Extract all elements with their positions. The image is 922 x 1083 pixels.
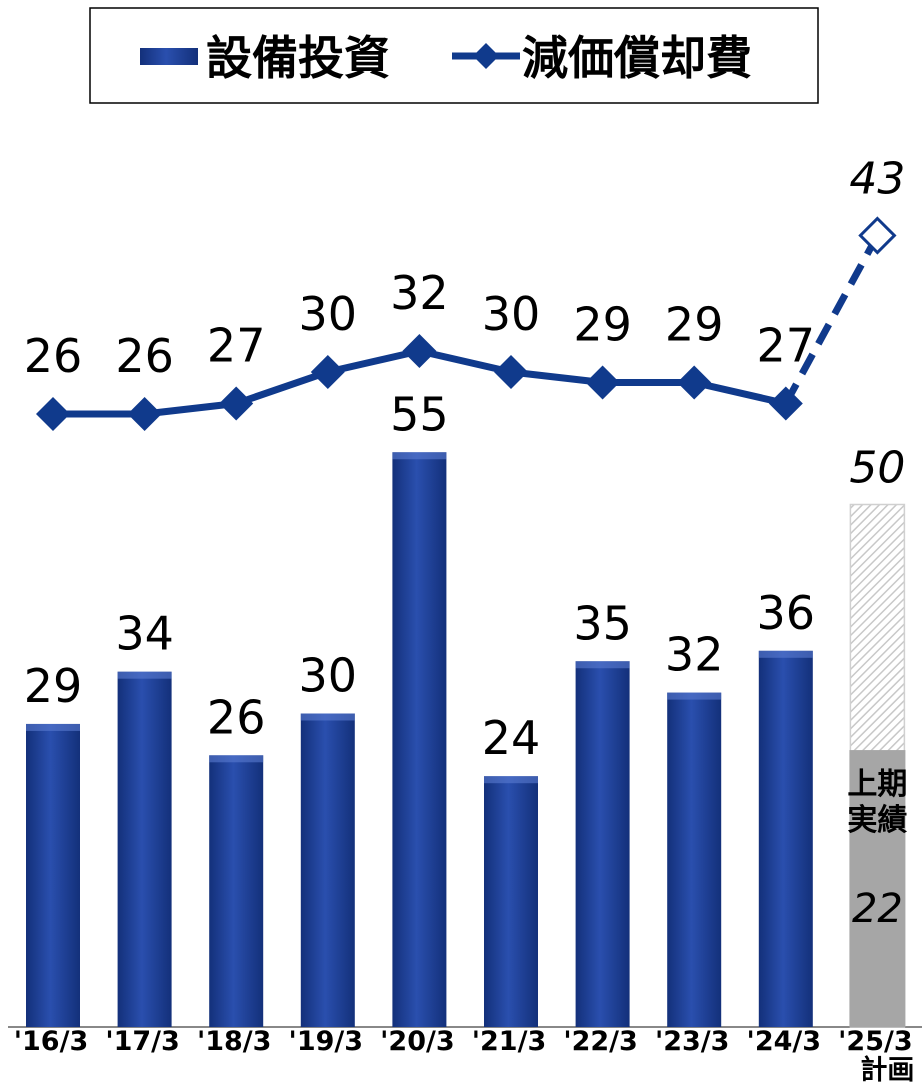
line-value-label: 30 [482, 287, 541, 341]
line-marker [36, 397, 70, 431]
legend-bar-label: 設備投資 [206, 31, 390, 85]
bar-first-half-actual [849, 750, 906, 1027]
bar [484, 776, 538, 1027]
line-marker [402, 334, 437, 368]
legend: 設備投資 減価償却費 [89, 7, 819, 104]
bar-top-highlight [484, 776, 538, 784]
x-tick-label: '19/3 [289, 1026, 364, 1057]
bar-top-highlight [667, 692, 722, 700]
bar [758, 650, 813, 1027]
x-tick-label: '17/3 [105, 1026, 180, 1057]
bar-top-highlight [300, 713, 355, 721]
bar-value-label: 36 [757, 586, 816, 640]
line-plan-value-label: 43 [849, 154, 905, 205]
bar-top-highlight [758, 650, 813, 658]
bars-layer [26, 452, 906, 1028]
line-value-label: 29 [665, 298, 724, 352]
x-tick-label: '21/3 [472, 1026, 547, 1057]
x-tick-label: '16/3 [14, 1026, 89, 1057]
bar-value-label: 29 [24, 659, 83, 713]
bar [300, 713, 355, 1027]
x-tick-label: '24/3 [747, 1026, 822, 1057]
plan-note-label: 計画 [860, 1054, 914, 1083]
x-tick-label: '22/3 [563, 1026, 638, 1057]
x-tick-label: '25/3 [838, 1026, 913, 1057]
ticks-layer: '16/3 '17/3 '18/3 '19/3 '20/3 '21/3 '22/3 '23/3… [14, 1026, 915, 1083]
legend-bar-swatch [140, 48, 198, 65]
bar [667, 692, 722, 1027]
line-value-label: 27 [207, 319, 266, 373]
bar-value-label: 24 [482, 711, 541, 765]
line-layer [36, 216, 897, 431]
first-half-label-line1: 上期 [847, 767, 907, 802]
bar-value-label: 32 [665, 628, 724, 682]
bar [209, 755, 264, 1027]
legend-line-marker [473, 43, 499, 69]
line-value-label: 26 [115, 329, 174, 383]
bar-value-label: 34 [115, 607, 174, 661]
bar-plan-value-label: 50 [849, 443, 905, 494]
bar-value-label: 35 [573, 596, 632, 650]
line-marker [310, 355, 345, 389]
bar-value-label: 26 [207, 690, 266, 744]
first-half-value-label: 22 [852, 886, 903, 932]
line-marker [494, 355, 528, 389]
bar [575, 661, 630, 1027]
x-tick-label: '23/3 [655, 1026, 730, 1057]
line-value-label: 29 [573, 298, 632, 352]
line-marker [585, 365, 620, 400]
x-tick-label: '18/3 [197, 1026, 272, 1057]
legend-line-label: 減価償却費 [522, 31, 752, 85]
bar-top-highlight [575, 661, 630, 669]
line-marker [127, 397, 162, 431]
bar-value-label: 55 [390, 387, 449, 441]
bar-top-highlight [392, 452, 447, 460]
line-value-label: 27 [757, 319, 816, 373]
bar [392, 452, 447, 1027]
line-marker [768, 386, 803, 421]
x-tick-label: '20/3 [380, 1026, 455, 1057]
bar-top-highlight [209, 755, 264, 763]
bar-top-highlight [117, 671, 172, 679]
line-value-label: 30 [299, 287, 358, 341]
bar-value-label: 30 [299, 649, 358, 703]
bar [117, 671, 172, 1027]
bar-top-highlight [26, 723, 80, 731]
line-value-label: 26 [24, 329, 83, 383]
bar [26, 723, 80, 1027]
first-half-label-line2: 実績 [847, 803, 907, 838]
line-marker [219, 386, 254, 421]
line-value-label: 32 [390, 266, 449, 320]
line-marker-plan [858, 216, 897, 255]
line-marker [677, 365, 712, 400]
